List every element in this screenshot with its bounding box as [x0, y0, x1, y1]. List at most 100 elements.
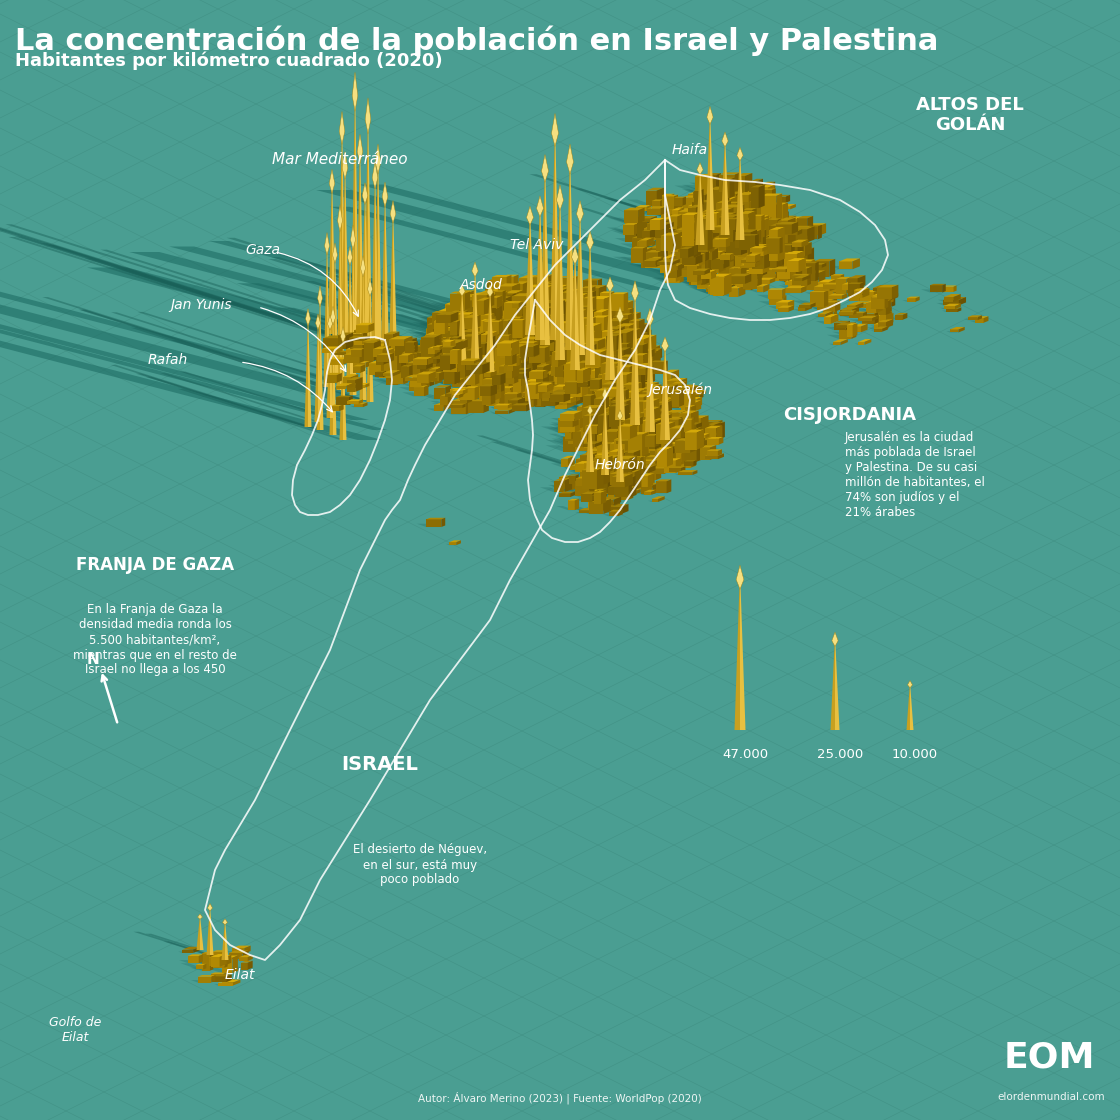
- Polygon shape: [493, 346, 501, 366]
- Polygon shape: [576, 343, 623, 354]
- Polygon shape: [540, 383, 577, 390]
- Polygon shape: [394, 345, 402, 348]
- Polygon shape: [588, 388, 603, 398]
- Polygon shape: [564, 299, 572, 324]
- Polygon shape: [540, 361, 553, 363]
- Polygon shape: [550, 390, 570, 393]
- Polygon shape: [469, 325, 493, 328]
- Polygon shape: [647, 352, 655, 372]
- Polygon shape: [746, 250, 763, 252]
- Polygon shape: [739, 235, 755, 250]
- Polygon shape: [492, 299, 512, 301]
- Polygon shape: [636, 328, 641, 349]
- Polygon shape: [533, 379, 552, 381]
- Polygon shape: [522, 327, 530, 337]
- Polygon shape: [629, 368, 642, 374]
- Polygon shape: [501, 333, 504, 345]
- Polygon shape: [506, 320, 520, 323]
- Polygon shape: [512, 354, 516, 365]
- Polygon shape: [662, 194, 674, 195]
- Polygon shape: [617, 353, 623, 363]
- Polygon shape: [467, 299, 472, 327]
- Polygon shape: [720, 286, 727, 292]
- Polygon shape: [532, 319, 556, 325]
- Polygon shape: [544, 297, 549, 343]
- Polygon shape: [648, 249, 662, 263]
- Polygon shape: [456, 342, 470, 344]
- Polygon shape: [643, 345, 660, 347]
- Polygon shape: [521, 329, 535, 355]
- Polygon shape: [474, 342, 485, 354]
- Polygon shape: [444, 395, 475, 400]
- Polygon shape: [497, 365, 521, 368]
- Polygon shape: [632, 227, 645, 231]
- Polygon shape: [412, 323, 444, 329]
- Polygon shape: [548, 352, 554, 363]
- Polygon shape: [803, 263, 809, 270]
- Polygon shape: [386, 368, 407, 371]
- Polygon shape: [663, 446, 670, 457]
- Polygon shape: [887, 307, 892, 318]
- Polygon shape: [533, 302, 544, 333]
- Polygon shape: [459, 325, 466, 339]
- Polygon shape: [678, 422, 696, 423]
- Polygon shape: [400, 349, 405, 357]
- Polygon shape: [878, 323, 886, 328]
- Polygon shape: [727, 245, 741, 248]
- Polygon shape: [659, 237, 688, 242]
- Polygon shape: [491, 335, 514, 338]
- Polygon shape: [188, 954, 203, 956]
- Polygon shape: [698, 233, 724, 237]
- Text: FRANJA DE GAZA: FRANJA DE GAZA: [76, 556, 234, 573]
- Polygon shape: [588, 370, 617, 374]
- Polygon shape: [568, 329, 587, 334]
- Polygon shape: [648, 395, 668, 396]
- Polygon shape: [567, 382, 572, 392]
- Polygon shape: [487, 281, 498, 306]
- Polygon shape: [763, 251, 778, 252]
- Polygon shape: [448, 318, 482, 325]
- Polygon shape: [663, 225, 678, 226]
- Polygon shape: [496, 316, 532, 325]
- Polygon shape: [646, 457, 659, 469]
- Polygon shape: [403, 347, 436, 354]
- Polygon shape: [657, 225, 666, 236]
- Polygon shape: [832, 314, 851, 316]
- Polygon shape: [659, 423, 679, 426]
- Polygon shape: [474, 358, 480, 365]
- Polygon shape: [506, 314, 534, 320]
- Polygon shape: [521, 354, 579, 371]
- Polygon shape: [603, 342, 615, 344]
- Polygon shape: [504, 368, 561, 384]
- Polygon shape: [570, 329, 597, 335]
- Polygon shape: [452, 346, 456, 353]
- Polygon shape: [576, 430, 597, 433]
- Polygon shape: [558, 301, 566, 324]
- Polygon shape: [368, 343, 392, 345]
- Polygon shape: [758, 246, 777, 249]
- Polygon shape: [712, 224, 753, 234]
- Polygon shape: [324, 338, 339, 349]
- Polygon shape: [446, 358, 463, 362]
- Polygon shape: [608, 492, 615, 500]
- Polygon shape: [551, 367, 560, 376]
- Polygon shape: [545, 274, 553, 312]
- Polygon shape: [666, 423, 678, 426]
- Polygon shape: [673, 424, 684, 439]
- Polygon shape: [661, 427, 683, 431]
- Polygon shape: [550, 305, 557, 327]
- Polygon shape: [638, 368, 645, 375]
- Polygon shape: [580, 500, 601, 504]
- Polygon shape: [540, 304, 559, 306]
- Polygon shape: [726, 270, 732, 286]
- Polygon shape: [834, 320, 850, 323]
- Polygon shape: [534, 300, 542, 320]
- Polygon shape: [614, 354, 627, 370]
- Polygon shape: [591, 386, 605, 403]
- Polygon shape: [718, 254, 730, 262]
- Polygon shape: [608, 377, 614, 393]
- Polygon shape: [485, 287, 491, 372]
- Polygon shape: [626, 489, 641, 491]
- Polygon shape: [456, 312, 475, 315]
- Polygon shape: [545, 301, 566, 304]
